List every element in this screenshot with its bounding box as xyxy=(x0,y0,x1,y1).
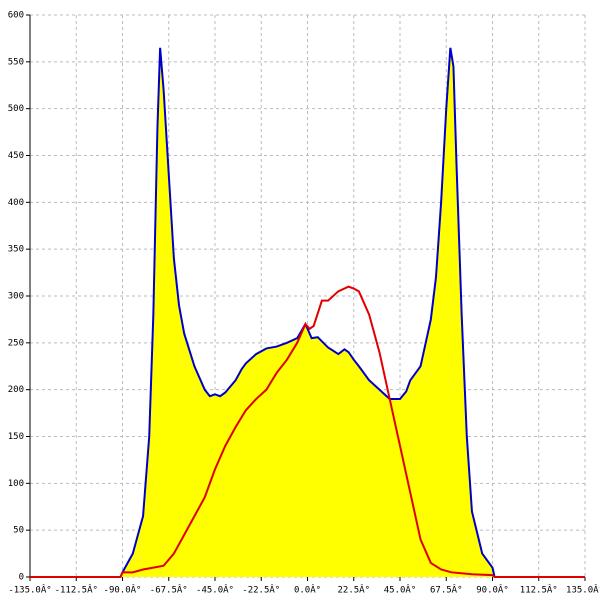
y-tick-label: 450 xyxy=(8,151,24,161)
x-tick-label: -135.0Â° xyxy=(8,584,51,596)
x-tick-label: 45.0Â° xyxy=(384,584,417,596)
x-tick-label: -90.0Â° xyxy=(104,584,142,596)
y-tick-label: 600 xyxy=(8,11,24,21)
x-tick-label: 0.0Â° xyxy=(294,584,321,596)
y-tick-label: 500 xyxy=(8,104,24,114)
y-tick-label: 300 xyxy=(8,292,24,302)
series-line xyxy=(30,285,585,578)
y-tick-label: 550 xyxy=(8,57,24,67)
series-line xyxy=(119,47,496,578)
x-tick-label: -67.5Â° xyxy=(150,584,188,596)
y-tick-label: 200 xyxy=(8,385,24,395)
x-tick-label: 67.5Â° xyxy=(430,584,463,596)
y-tick-label: 100 xyxy=(8,479,24,489)
x-tick-label: -22.5Â° xyxy=(242,584,280,596)
y-tick-label: 250 xyxy=(8,338,24,348)
x-tick-label: 135.0Â° xyxy=(566,584,600,596)
area-fill xyxy=(120,47,495,577)
x-tick-label: -45.0Â° xyxy=(196,584,234,596)
y-tick-label: 50 xyxy=(13,526,24,536)
y-tick-label: 350 xyxy=(8,245,24,255)
x-tick-label: 22.5Â° xyxy=(337,584,370,596)
x-tick-label: -112.5Â° xyxy=(55,584,98,596)
y-tick-label: 400 xyxy=(8,198,24,208)
x-tick-label: 112.5Â° xyxy=(520,584,558,596)
y-tick-label: 150 xyxy=(8,432,24,442)
y-tick-label: 0 xyxy=(19,573,24,583)
x-tick-label: 90.0Â° xyxy=(476,584,509,596)
